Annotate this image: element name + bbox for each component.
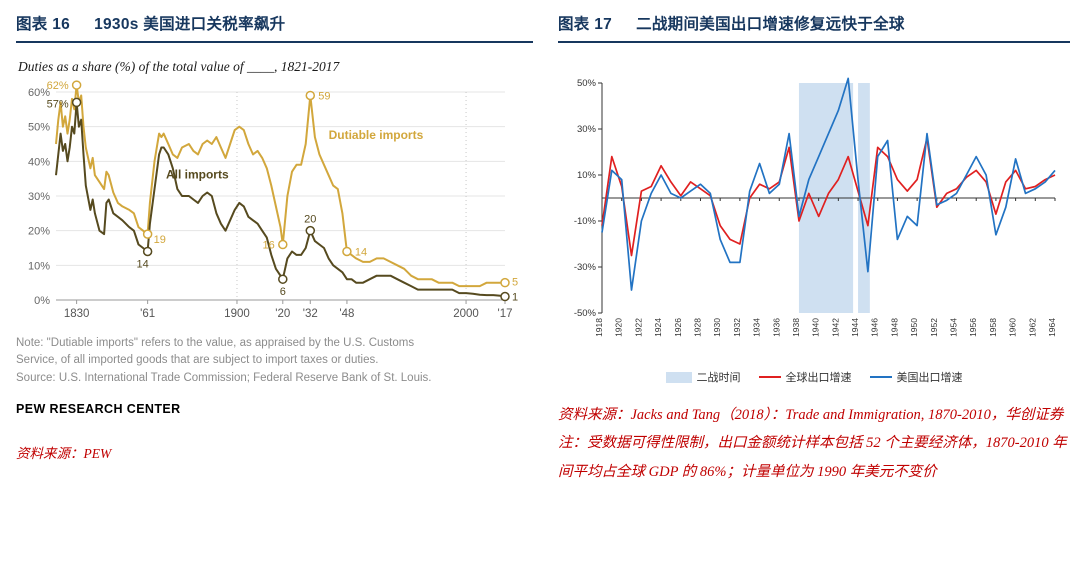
svg-text:0%: 0%	[34, 295, 50, 307]
export-growth-chart: -50% -30% -10% 10% 30% 50% 1918 1920 1922 1924 192…	[573, 77, 1057, 337]
svg-text:'32: '32	[303, 308, 318, 320]
svg-text:50%: 50%	[28, 122, 50, 134]
svg-text:30%: 30%	[28, 191, 50, 203]
svg-text:14: 14	[137, 258, 149, 270]
svg-text:1940: 1940	[810, 318, 820, 337]
svg-text:14: 14	[355, 246, 367, 258]
tariff-rate-chart: 0% 10% 20% 30% 40% 50% 60% 1830 '61 1900 '20 '32 '48…	[28, 80, 518, 320]
svg-text:1938: 1938	[790, 318, 800, 337]
svg-text:-30%: -30%	[573, 262, 596, 273]
svg-text:1: 1	[512, 292, 518, 304]
svg-text:1964: 1964	[1047, 318, 1057, 337]
note-line-3: Source: U.S. International Trade Commiss…	[16, 371, 432, 384]
figure16-source: 资料来源：PEW	[16, 445, 112, 461]
svg-text:1944: 1944	[850, 318, 860, 337]
svg-text:1928: 1928	[692, 318, 702, 337]
svg-text:'20: '20	[275, 308, 290, 320]
svg-text:1962: 1962	[1027, 318, 1037, 337]
legend-label-wwii: 二战时间	[696, 372, 741, 384]
svg-text:1956: 1956	[968, 318, 978, 337]
svg-text:20%: 20%	[28, 226, 50, 238]
figure16-section: 图表 16 1930s 美国进口关税率飙升 Duties as a share …	[16, 12, 533, 462]
svg-text:50%: 50%	[576, 78, 596, 89]
figure16-label: 图表 16	[16, 16, 71, 33]
svg-text:1930: 1930	[712, 318, 722, 337]
legend-item-global: 全球出口增速	[758, 369, 852, 385]
svg-text:6: 6	[280, 286, 286, 298]
wwii-band-swatch	[665, 371, 692, 383]
svg-text:1924: 1924	[653, 318, 663, 337]
svg-text:1900: 1900	[224, 308, 250, 320]
svg-text:16: 16	[263, 240, 275, 252]
us-line-swatch	[869, 376, 892, 378]
svg-text:-10%: -10%	[573, 216, 596, 227]
pew-brand: PEW RESEARCH CENTER	[16, 401, 181, 416]
svg-text:1932: 1932	[731, 318, 741, 337]
svg-text:59: 59	[318, 90, 330, 102]
svg-text:20: 20	[304, 214, 316, 226]
svg-text:1950: 1950	[909, 318, 919, 337]
svg-text:-50%: -50%	[573, 308, 596, 319]
svg-text:1926: 1926	[672, 318, 682, 337]
global-line-swatch	[758, 376, 781, 378]
svg-text:1960: 1960	[1007, 318, 1017, 337]
legend-item-us: 美国出口增速	[869, 369, 963, 385]
figure17-section: 图表 17 二战期间美国出口增速修复远快于全球 -50% -30% -10% 10% 3…	[558, 12, 1078, 486]
svg-text:'48: '48	[339, 308, 354, 320]
chart16-note: Note: "Dutiable imports" refers to the v…	[16, 335, 533, 387]
svg-text:2000: 2000	[453, 308, 479, 320]
svg-text:19: 19	[154, 234, 166, 246]
figure16-title: 1930s 美国进口关税率飙升	[94, 16, 286, 33]
svg-text:1942: 1942	[830, 318, 840, 337]
svg-text:1948: 1948	[889, 318, 899, 337]
svg-text:5: 5	[512, 277, 518, 289]
svg-text:1946: 1946	[869, 318, 879, 337]
chart17-legend: 二战时间 全球出口增速 美国出口增速	[558, 369, 1070, 385]
svg-text:1920: 1920	[613, 318, 623, 337]
svg-text:62%: 62%	[47, 80, 69, 92]
svg-text:Dutiable imports: Dutiable imports	[329, 128, 424, 142]
svg-text:57%: 57%	[47, 98, 69, 110]
legend-label-global: 全球出口增速	[785, 372, 852, 384]
figure17-header: 图表 17 二战期间美国出口增速修复远快于全球	[558, 12, 1070, 43]
svg-text:60%: 60%	[28, 87, 50, 99]
svg-text:1954: 1954	[948, 318, 958, 337]
svg-text:10%: 10%	[28, 260, 50, 272]
svg-text:1922: 1922	[633, 318, 643, 337]
svg-text:30%: 30%	[576, 124, 596, 135]
svg-text:40%: 40%	[28, 156, 50, 168]
figure17-source: 资料来源：Jacks and Tang（2018）：Trade and Immi…	[558, 407, 1078, 480]
svg-text:1934: 1934	[751, 318, 761, 337]
note-line-2: Service, of all imported goods that are …	[16, 354, 379, 367]
figure16-header: 图表 16 1930s 美国进口关税率飙升	[16, 12, 533, 43]
svg-text:'61: '61	[140, 308, 155, 320]
svg-text:1918: 1918	[594, 318, 604, 337]
figure17-title: 二战期间美国出口增速修复远快于全球	[636, 16, 905, 33]
svg-text:10%: 10%	[576, 170, 596, 181]
svg-text:1958: 1958	[987, 318, 997, 337]
svg-text:All imports: All imports	[166, 168, 229, 182]
note-line-1: Note: "Dutiable imports" refers to the v…	[16, 337, 415, 349]
svg-text:1936: 1936	[771, 318, 781, 337]
figure17-label: 图表 17	[558, 16, 613, 33]
legend-item-wwii: 二战时间	[665, 369, 741, 385]
svg-text:'17: '17	[498, 308, 513, 320]
svg-text:1830: 1830	[64, 308, 90, 320]
chart16-subtitle: Duties as a share (%) of the total value…	[18, 59, 340, 74]
legend-label-us: 美国出口增速	[896, 372, 963, 384]
svg-text:1952: 1952	[928, 318, 938, 337]
